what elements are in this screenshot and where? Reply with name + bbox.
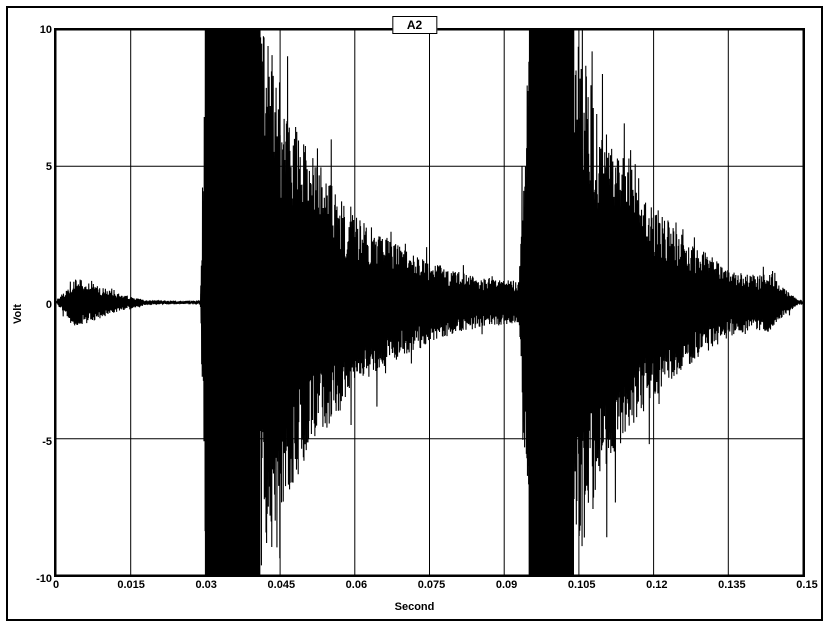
y-tick: -10 xyxy=(36,573,52,585)
y-tick: 5 xyxy=(46,161,52,173)
x-tick: 0.015 xyxy=(117,579,145,591)
chart-title: A2 xyxy=(392,16,437,34)
y-tick: -5 xyxy=(42,436,52,448)
chart-frame: A2 Volt Second -10 -5 0 5 10 0 0.015 0.03 0.045… xyxy=(6,6,823,621)
y-tick: 10 xyxy=(40,24,52,36)
x-tick: 0.06 xyxy=(346,579,367,591)
x-tick: 0.105 xyxy=(568,579,596,591)
x-axis-label: Second xyxy=(395,601,435,613)
x-tick: 0 xyxy=(53,579,59,591)
x-tick: 0.09 xyxy=(496,579,517,591)
x-tick: 0.03 xyxy=(195,579,216,591)
chart-container: A2 Volt Second -10 -5 0 5 10 0 0.015 0.03 0.045… xyxy=(0,0,829,627)
waveform-plot xyxy=(56,30,803,575)
x-tick: 0.12 xyxy=(646,579,667,591)
y-tick: 0 xyxy=(46,299,52,311)
x-tick: 0.135 xyxy=(718,579,746,591)
plot-area xyxy=(54,28,805,577)
x-tick: 0.075 xyxy=(418,579,446,591)
y-axis-label: Volt xyxy=(12,304,24,324)
x-tick: 0.045 xyxy=(268,579,296,591)
x-tick: 0.15 xyxy=(796,579,817,591)
